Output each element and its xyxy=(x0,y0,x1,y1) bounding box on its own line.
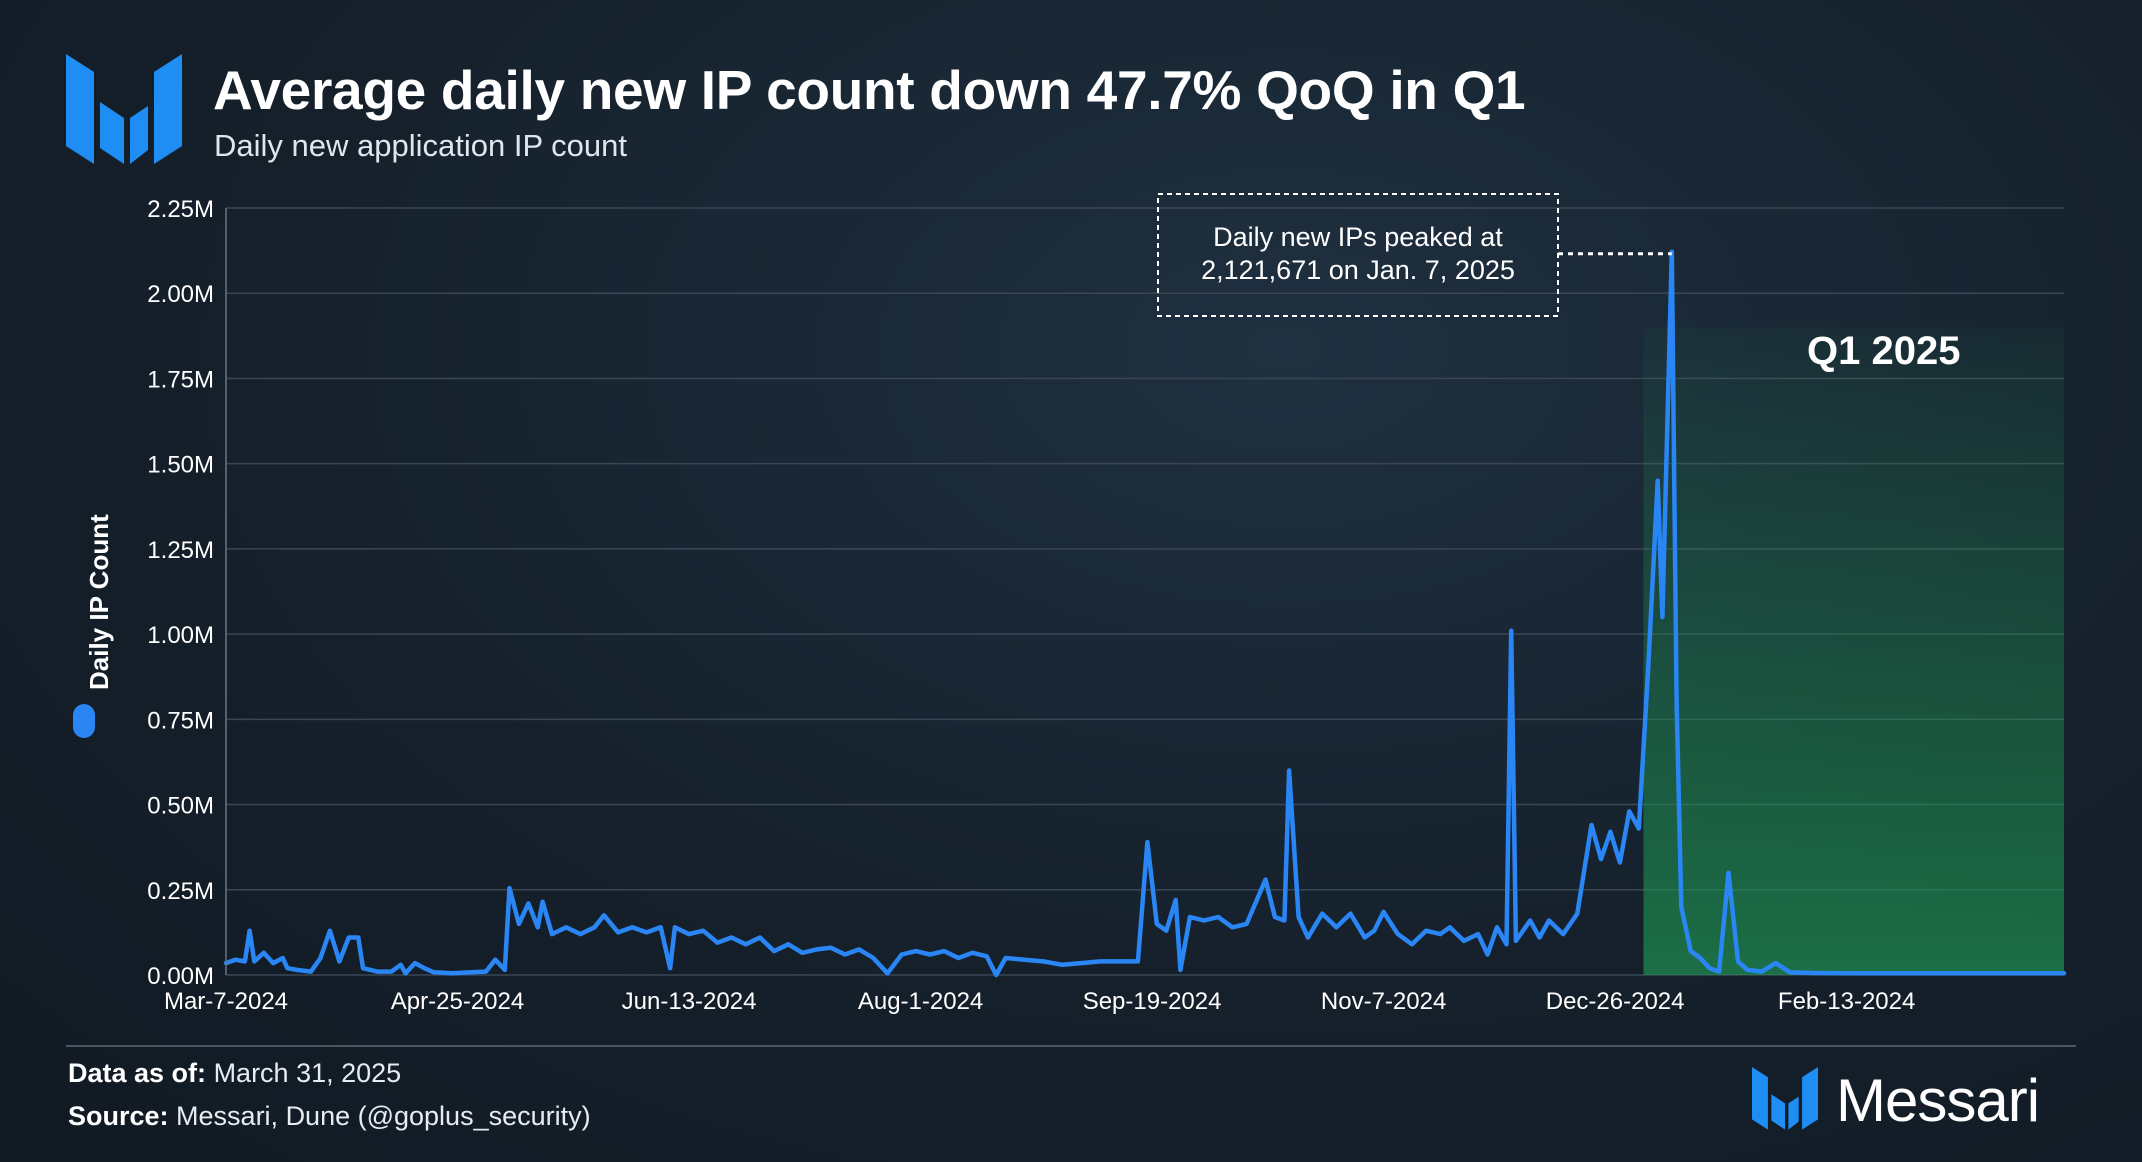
page-subtitle: Daily new application IP count xyxy=(214,128,628,163)
x-tick-label: Apr-25-2024 xyxy=(391,988,524,1015)
x-tick-label: Jun-13-2024 xyxy=(622,988,757,1015)
brand-name: Messari xyxy=(1836,1066,2040,1134)
peak-annotation-text: Daily new IPs peaked at xyxy=(1213,222,1503,252)
y-tick-label: 1.50M xyxy=(147,452,214,479)
source-value: Messari, Dune (@goplus_security) xyxy=(176,1101,591,1131)
footer-divider xyxy=(66,1045,2076,1047)
y-tick-label: 0.75M xyxy=(147,707,214,734)
x-tick-label: Feb-13-2024 xyxy=(1778,988,1915,1015)
series-legend-swatch xyxy=(73,704,95,738)
y-tick-label: 0.25M xyxy=(147,878,214,905)
messari-brand-icon xyxy=(1752,1067,1818,1130)
x-tick-label: Sep-19-2024 xyxy=(1083,988,1222,1015)
y-tick-label: 0.50M xyxy=(147,793,214,820)
y-tick-label: 0.00M xyxy=(147,963,214,990)
data-as-of-label: Data as of: xyxy=(68,1058,207,1088)
x-tick-label: Nov-7-2024 xyxy=(1321,988,1446,1015)
line-chart: Q1 2025 0.00M 0.25M 0.50M 0.75M 1.00M 1.25M 1.… xyxy=(147,196,2067,1015)
q1-shaded-region xyxy=(1643,327,2064,975)
y-tick-label: 1.25M xyxy=(147,537,214,564)
page-title: Average daily new IP count down 47.7% Qo… xyxy=(213,59,1526,121)
messari-logo-icon xyxy=(66,54,182,164)
x-tick-label: Mar-7-2024 xyxy=(164,988,288,1015)
source-line: Source: Messari, Dune (@goplus_security) xyxy=(68,1101,591,1132)
data-as-of-value: March 31, 2025 xyxy=(213,1058,402,1088)
source-label: Source: xyxy=(68,1101,169,1131)
brand-mark: Messari xyxy=(1752,1064,2040,1136)
x-tick-label: Aug-1-2024 xyxy=(858,988,983,1015)
data-as-of: Data as of: March 31, 2025 xyxy=(68,1058,401,1089)
x-tick-label: Dec-26-2024 xyxy=(1546,988,1685,1015)
series-line xyxy=(223,249,2067,978)
peak-annotation-text: 2,121,671 on Jan. 7, 2025 xyxy=(1201,255,1515,285)
q1-region-label: Q1 2025 xyxy=(1807,329,1960,373)
y-tick-label: 2.00M xyxy=(147,281,214,308)
y-tick-label: 1.75M xyxy=(147,366,214,393)
y-tick-label: 1.00M xyxy=(147,622,214,649)
y-tick-label: 2.25M xyxy=(147,196,214,223)
